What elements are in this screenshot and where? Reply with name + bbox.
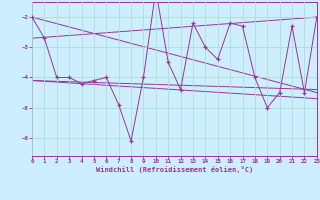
X-axis label: Windchill (Refroidissement éolien,°C): Windchill (Refroidissement éolien,°C)	[96, 166, 253, 173]
